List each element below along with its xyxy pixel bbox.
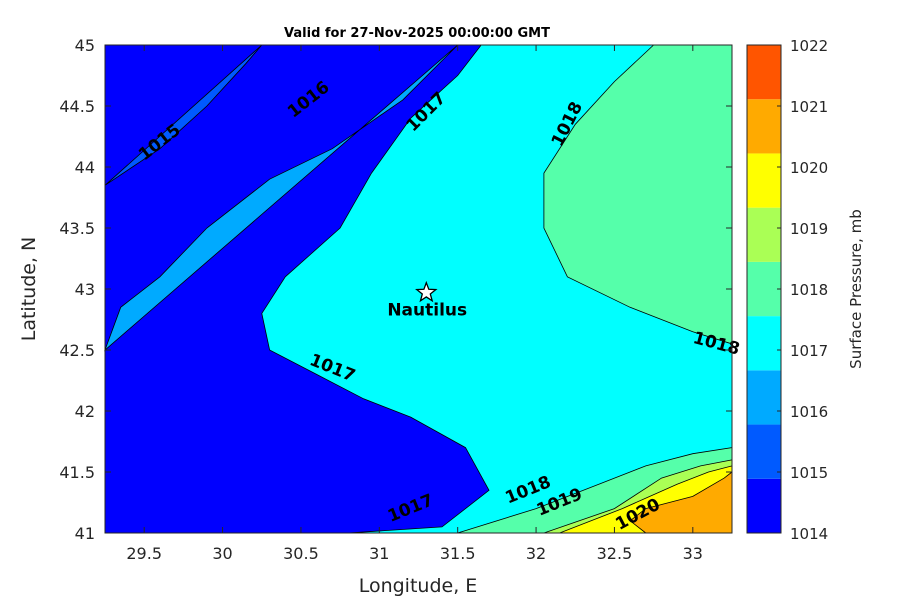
y-axis-label: Latitude, N xyxy=(18,237,40,342)
y-tick-label: 41 xyxy=(75,524,95,543)
colorbar-swatch xyxy=(747,261,781,317)
y-tick-label: 42 xyxy=(75,402,95,421)
colorbar-tick-label: 1019 xyxy=(790,220,828,238)
colorbar-swatch xyxy=(747,99,781,154)
colorbar: 1014 1015 1016 1017 1018 1019 1020 1021 1022 xyxy=(746,37,828,543)
x-axis-label: Longitude, E xyxy=(359,575,478,597)
contour-region-1016 xyxy=(104,44,458,352)
y-axis: 41 41.5 42 42.5 43 43.5 44 44.5 45 xyxy=(59,36,732,543)
colorbar-tick-label: 1016 xyxy=(790,403,828,421)
colorbar-tick-label: 1022 xyxy=(790,37,828,55)
colorbar-tick-label: 1014 xyxy=(790,525,828,543)
colorbar-swatch xyxy=(747,370,781,425)
y-tick-label: 44 xyxy=(75,158,95,177)
y-tick-label: 41.5 xyxy=(59,463,95,482)
x-tick-label: 32.5 xyxy=(597,544,633,563)
x-tick-label: 30.5 xyxy=(283,544,319,563)
colorbar-tick-label: 1020 xyxy=(790,159,828,177)
x-tick-label: 29.5 xyxy=(126,544,162,563)
contour-region-1018 xyxy=(543,44,733,345)
x-tick-label: 31 xyxy=(369,544,389,563)
colorbar-label: Surface Pressure, mb xyxy=(847,209,865,369)
colorbar-tick-label: 1017 xyxy=(790,342,828,360)
colorbar-swatch xyxy=(747,207,781,262)
y-tick-label: 44.5 xyxy=(59,97,95,116)
contour-region-1015 xyxy=(104,44,263,186)
y-tick-label: 45 xyxy=(75,36,95,55)
x-tick-label: 30 xyxy=(212,544,232,563)
y-tick-label: 42.5 xyxy=(59,341,95,360)
x-tick-label: 33 xyxy=(683,544,703,563)
chart-title: Valid for 27-Nov-2025 00:00:00 GMT xyxy=(284,26,550,41)
colorbar-swatch xyxy=(747,316,781,371)
colorbar-swatch xyxy=(747,153,781,208)
colorbar-swatch xyxy=(747,478,781,533)
colorbar-tick-label: 1015 xyxy=(790,464,828,482)
colorbar-swatch xyxy=(747,424,781,479)
colorbar-tick-label: 1021 xyxy=(790,98,828,116)
colorbar-tick-label: 1018 xyxy=(790,281,828,299)
marker-label: Nautilus xyxy=(387,301,467,321)
y-tick-label: 43.5 xyxy=(59,219,95,238)
x-tick-label: 32 xyxy=(526,544,546,563)
colorbar-swatch xyxy=(747,45,781,100)
y-tick-label: 43 xyxy=(75,280,95,299)
x-axis: 29.5 30 30.5 31 31.5 32 32.5 33 xyxy=(126,45,703,563)
x-tick-label: 31.5 xyxy=(440,544,476,563)
location-star-marker xyxy=(415,280,438,303)
